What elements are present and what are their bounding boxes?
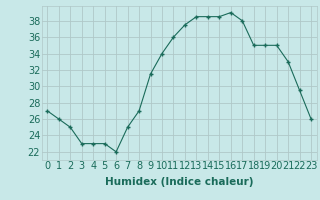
X-axis label: Humidex (Indice chaleur): Humidex (Indice chaleur) — [105, 177, 253, 187]
